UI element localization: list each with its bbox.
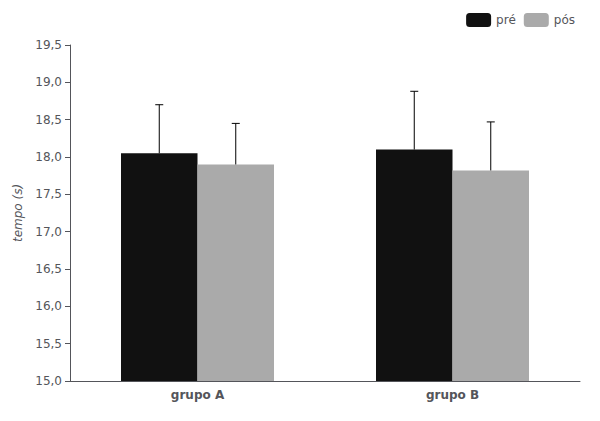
svg-text:17,5: 17,5 (35, 187, 62, 201)
svg-text:tempo (s): tempo (s) (11, 184, 25, 242)
svg-text:grupo B: grupo B (426, 388, 479, 402)
svg-text:18,5: 18,5 (35, 113, 62, 127)
svg-text:16,5: 16,5 (35, 262, 62, 276)
svg-text:15,5: 15,5 (35, 337, 62, 351)
svg-text:16,0: 16,0 (35, 299, 62, 313)
svg-text:19,5: 19,5 (35, 38, 62, 52)
svg-text:19,0: 19,0 (35, 75, 62, 89)
svg-text:17,0: 17,0 (35, 225, 62, 239)
svg-text:pós: pós (554, 13, 575, 27)
svg-text:15,0: 15,0 (35, 374, 62, 388)
svg-text:grupo A: grupo A (171, 388, 225, 402)
svg-text:18,0: 18,0 (35, 150, 62, 164)
svg-text:pré: pré (496, 13, 516, 27)
